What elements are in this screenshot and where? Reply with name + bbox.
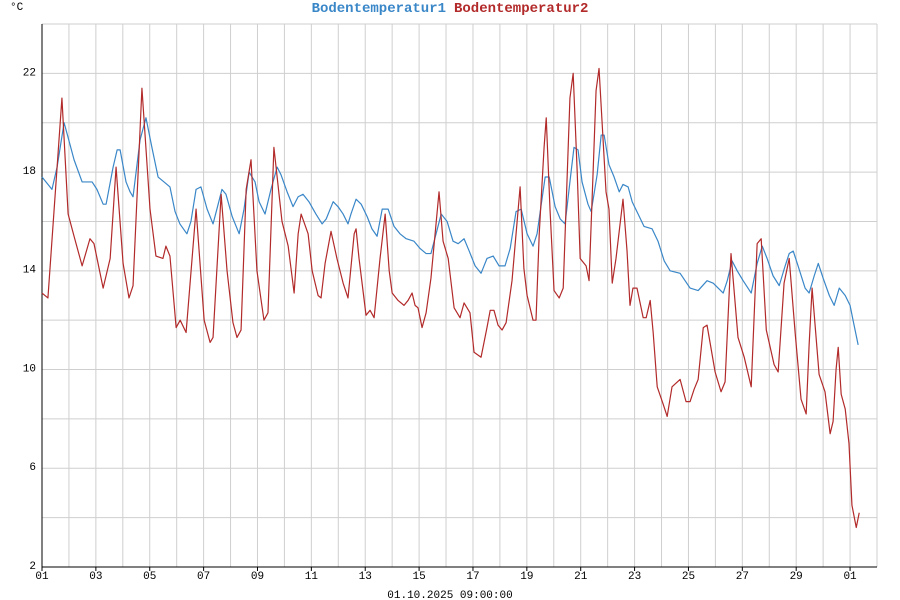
x-tick-label: 01: [843, 571, 857, 583]
x-tick-label: 05: [143, 571, 156, 583]
x-tick-label: 25: [682, 571, 695, 583]
x-tick-label: 17: [466, 571, 479, 583]
y-tick-label: 2: [29, 561, 36, 573]
x-tick-label: 07: [197, 571, 210, 583]
x-tick-label: 29: [790, 571, 803, 583]
y-tick-label: 10: [23, 363, 36, 375]
y-tick-label: 14: [23, 265, 37, 277]
x-tick-label: 27: [736, 571, 749, 583]
x-tick-label: 13: [359, 571, 372, 583]
x-tick-label: 23: [628, 571, 641, 583]
legend-entry: Bodentemperatur1: [312, 1, 446, 17]
y-tick-label: 18: [23, 166, 36, 178]
x-tick-label: 01: [35, 571, 49, 583]
legend-entry: Bodentemperatur2: [454, 1, 588, 17]
legend-title: Bodentemperatur1 Bodentemperatur2: [312, 1, 589, 17]
x-tick-label: 11: [305, 571, 319, 583]
y-tick-label: 6: [29, 462, 36, 474]
x-axis-label: 01.10.2025 09:00:00: [387, 590, 512, 600]
x-tick-label: 09: [251, 571, 264, 583]
x-tick-label: 19: [520, 571, 533, 583]
y-axis-label: °C: [10, 2, 24, 14]
x-tick-label: 03: [89, 571, 102, 583]
y-tick-label: 22: [23, 67, 36, 79]
x-tick-label: 21: [574, 571, 588, 583]
data-line: [41, 67, 860, 529]
x-tick-label: 15: [412, 571, 425, 583]
